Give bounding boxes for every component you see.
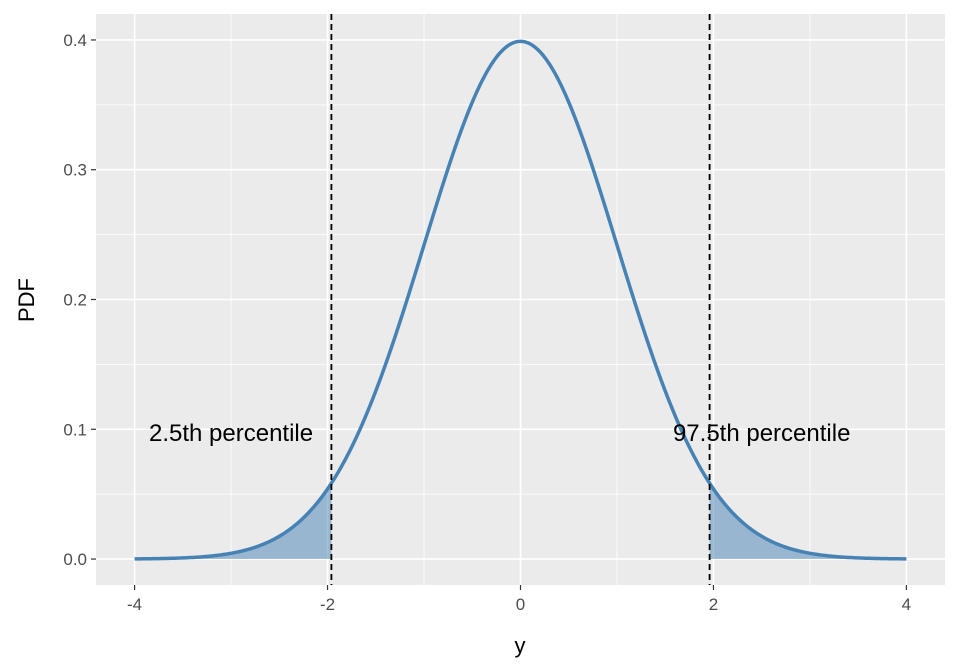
x-tick-label: 0 (516, 595, 525, 614)
y-tick-label: 0.2 (63, 291, 87, 310)
annotation-label: 97.5th percentile (673, 420, 850, 447)
shaded-tails (134, 483, 907, 560)
y-tick-label: 0.1 (63, 420, 87, 439)
density-curve (134, 39, 907, 561)
x-tick-label: 2 (709, 595, 718, 614)
shaded-tail (134, 483, 332, 560)
x-axis-label: y (515, 633, 526, 658)
x-tick-label: -2 (320, 595, 335, 614)
percentile-lines (330, 14, 711, 585)
shaded-tail (709, 483, 907, 560)
y-axis-label: PDF (14, 278, 39, 322)
y-tick-label: 0.0 (63, 550, 87, 569)
x-tick-label: 4 (902, 595, 911, 614)
annotations: 2.5th percentile 97.5th percentile (149, 420, 850, 447)
annotation-label: 2.5th percentile (149, 420, 313, 447)
y-tick-label: 0.3 (63, 161, 87, 180)
x-tick-label: -4 (127, 595, 142, 614)
y-axis: 0.0 0.1 0.2 0.3 0.4 (63, 31, 96, 569)
y-tick-label: 0.4 (63, 31, 87, 50)
x-axis: -4 -2 0 2 4 (127, 585, 911, 614)
